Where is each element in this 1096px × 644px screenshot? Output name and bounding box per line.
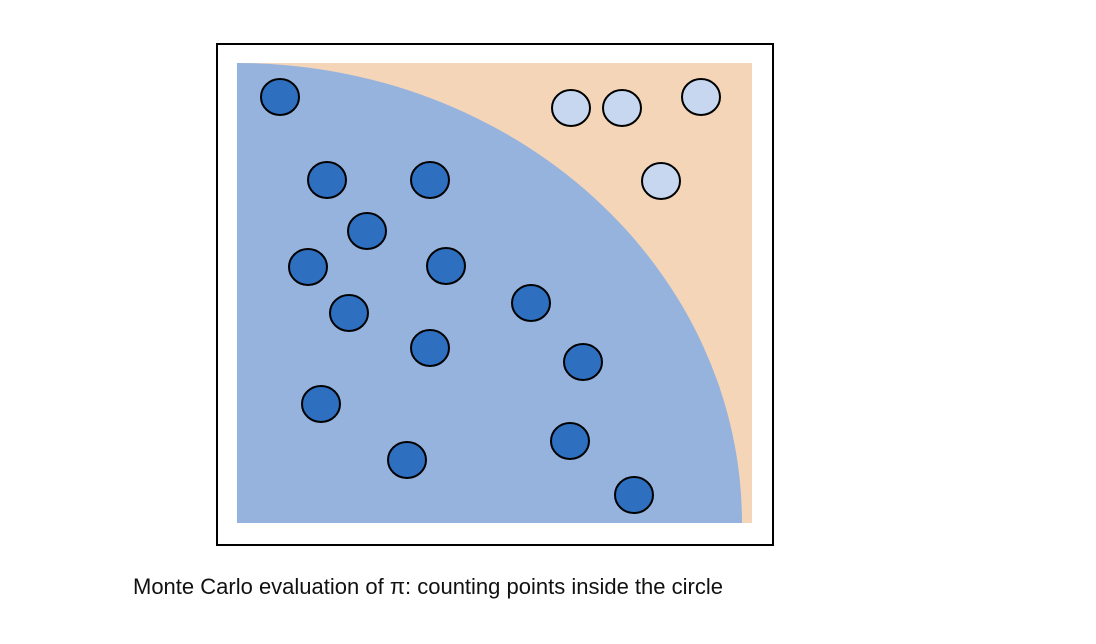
caption: Monte Carlo evaluation of π: counting po… [133,574,723,599]
point-inside [563,343,603,381]
points-outside [551,78,721,200]
point-inside [307,161,347,199]
point-outside [551,89,591,127]
point-inside [288,248,328,286]
points-inside [260,78,654,514]
point-inside [410,161,450,199]
point-inside [329,294,369,332]
point-inside [387,441,427,479]
point-outside [681,78,721,116]
point-inside [347,212,387,250]
point-inside [260,78,300,116]
point-inside [614,476,654,514]
point-outside [641,162,681,200]
point-inside [410,329,450,367]
point-inside [511,284,551,322]
point-inside [426,247,466,285]
point-outside [602,89,642,127]
quarter-circle [237,63,742,523]
point-inside [301,385,341,423]
point-inside [550,422,590,460]
